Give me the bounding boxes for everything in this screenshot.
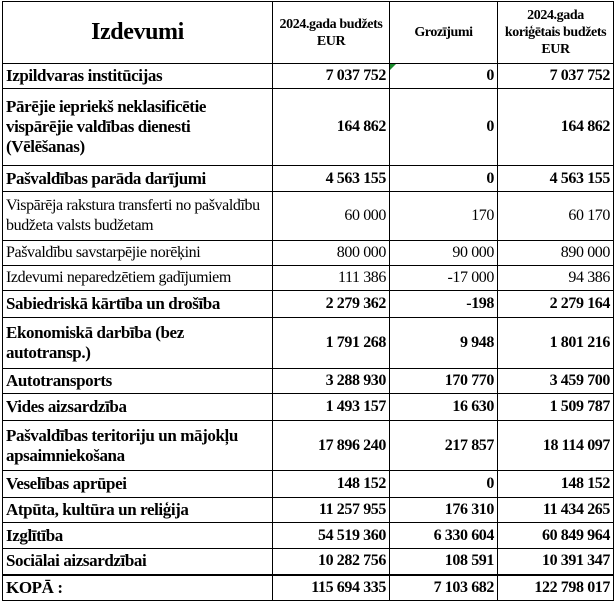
budget-cell[interactable]: 4 563 155 xyxy=(272,165,390,192)
corrected-budget-cell[interactable]: 2 279 164 xyxy=(497,290,614,318)
budget-cell[interactable]: 1 791 268 xyxy=(272,317,390,369)
table-row: Sociālai aizsardzībai 10 282 756 108 591 10… xyxy=(2,548,614,575)
row-label[interactable]: Pašvaldības parāda darījumi xyxy=(2,165,273,192)
table-row: Sabiedriskā kārtība un drošība 2 279 362-… xyxy=(2,290,614,318)
budget-cell[interactable]: 11 257 955 xyxy=(272,497,390,523)
row-label[interactable]: Pārējie iepriekš neklasificētie vispārēj… xyxy=(2,88,273,166)
budget-cell[interactable]: 115 694 335 xyxy=(272,573,390,601)
corrected-budget-cell[interactable]: 890 000 xyxy=(497,240,614,266)
corrected-budget-cell[interactable]: 4 563 155 xyxy=(497,165,614,192)
corrected-budget-cell[interactable]: 60 170 xyxy=(497,191,614,241)
row-label[interactable]: Atpūta, kultūra un reliģija xyxy=(2,497,273,523)
header-budget: 2024.gada budžets EUR xyxy=(272,1,390,64)
change-cell[interactable]: 217 857 xyxy=(389,420,498,471)
budget-cell[interactable]: 800 000 xyxy=(272,240,390,266)
budget-cell[interactable]: 7 037 752 xyxy=(272,63,390,89)
table-row: Ekonomiskā darbība (bez autotransp.) 1 79… xyxy=(2,317,614,369)
change-cell[interactable]: 0 xyxy=(389,165,498,192)
header-izdevumi: Izdevumi xyxy=(2,1,273,64)
error-indicator-icon xyxy=(390,64,396,70)
change-cell[interactable]: 170 770 xyxy=(389,368,498,394)
table-row: Atpūta, kultūra un reliģija 11 257 955 176… xyxy=(2,497,614,523)
row-label[interactable]: Pašvaldības teritoriju un mājokļu apsaim… xyxy=(2,420,273,471)
row-label[interactable]: Vides aizsardzība xyxy=(2,393,273,421)
row-label[interactable]: Veselības aprūpei xyxy=(2,470,273,498)
corrected-budget-cell[interactable]: 94 386 xyxy=(497,265,614,291)
table-row: Vispārēja rakstura transferti no pašvald… xyxy=(2,191,614,241)
budget-cell[interactable]: 54 519 360 xyxy=(272,522,390,549)
table-row: Veselības aprūpei 148 152 0 148 152 xyxy=(2,470,614,498)
budget-cell[interactable]: 111 386 xyxy=(272,265,390,291)
corrected-budget-cell[interactable]: 7 037 752 xyxy=(497,63,614,89)
table-row: Izglītība 54 519 360 6 330 604 60 849 964 xyxy=(2,522,614,549)
corrected-budget-cell[interactable]: 3 459 700 xyxy=(497,368,614,394)
budget-cell[interactable]: 148 152 xyxy=(272,470,390,498)
total-row: KOPĀ :115 694 335 7 103 682 122 798 017 xyxy=(2,573,614,601)
change-cell[interactable]: -198 xyxy=(389,290,498,318)
corrected-budget-cell[interactable]: 148 152 xyxy=(497,470,614,498)
corrected-budget-cell[interactable]: 1 509 787 xyxy=(497,393,614,421)
budget-cell[interactable]: 17 896 240 xyxy=(272,420,390,471)
row-label[interactable]: Izpildvaras institūcijas xyxy=(2,63,273,89)
change-cell[interactable]: 0 xyxy=(389,470,498,498)
change-cell[interactable]: 16 630 xyxy=(389,393,498,421)
row-label[interactable]: Izglītība xyxy=(2,522,273,549)
budget-cell[interactable]: 10 282 756 xyxy=(272,548,390,575)
table-row: Pašvaldības parāda darījumi 4 563 155 0 4 5… xyxy=(2,165,614,192)
budget-cell[interactable]: 164 862 xyxy=(272,88,390,166)
row-label[interactable]: Ekonomiskā darbība (bez autotransp.) xyxy=(2,317,273,369)
row-label[interactable]: Autotransports xyxy=(2,368,273,394)
header-changes: Grozījumi xyxy=(389,1,498,64)
row-label[interactable]: KOPĀ : xyxy=(2,573,273,601)
table-row: Izdevumi neparedzētiem gadījumiem 111 386… xyxy=(2,265,614,291)
change-cell[interactable]: 7 103 682 xyxy=(389,573,498,601)
table-row: Pārējie iepriekš neklasificētie vispārēj… xyxy=(2,88,614,166)
corrected-budget-cell[interactable]: 60 849 964 xyxy=(497,522,614,549)
row-label[interactable]: Izdevumi neparedzētiem gadījumiem xyxy=(2,265,273,291)
table-row: Autotransports 3 288 930 170 770 3 459 700 xyxy=(2,368,614,394)
row-label[interactable]: Sociālai aizsardzībai xyxy=(2,548,273,575)
table-row: Pašvaldību savstarpējie norēķini 800 000 9… xyxy=(2,240,614,266)
budget-cell[interactable]: 60 000 xyxy=(272,191,390,241)
table-row: Pašvaldības teritoriju un mājokļu apsaim… xyxy=(2,420,614,471)
budget-cell[interactable]: 3 288 930 xyxy=(272,368,390,394)
change-cell[interactable]: 0 xyxy=(389,88,498,166)
change-cell[interactable]: 9 948 xyxy=(389,317,498,369)
row-label[interactable]: Pašvaldību savstarpējie norēķini xyxy=(2,240,273,266)
corrected-budget-cell[interactable]: 122 798 017 xyxy=(497,573,614,601)
corrected-budget-cell[interactable]: 11 434 265 xyxy=(497,497,614,523)
change-cell[interactable]: -17 000 xyxy=(389,265,498,291)
budget-cell[interactable]: 2 279 362 xyxy=(272,290,390,318)
change-cell[interactable]: 108 591 xyxy=(389,548,498,575)
row-label[interactable]: Vispārēja rakstura transferti no pašvald… xyxy=(2,191,273,241)
change-cell[interactable]: 0 xyxy=(389,63,498,89)
change-cell[interactable]: 170 xyxy=(389,191,498,241)
corrected-budget-cell[interactable]: 164 862 xyxy=(497,88,614,166)
change-cell[interactable]: 90 000 xyxy=(389,240,498,266)
corrected-budget-cell[interactable]: 1 801 216 xyxy=(497,317,614,369)
table-row: Vides aizsardzība 1 493 157 16 630 1 509 78… xyxy=(2,393,614,421)
change-cell[interactable]: 176 310 xyxy=(389,497,498,523)
table-row: Izpildvaras institūcijas 7 037 752 0 7 037 … xyxy=(2,63,614,89)
corrected-budget-cell[interactable]: 10 391 347 xyxy=(497,548,614,575)
corrected-budget-cell[interactable]: 18 114 097 xyxy=(497,420,614,471)
budget-cell[interactable]: 1 493 157 xyxy=(272,393,390,421)
change-cell[interactable]: 6 330 604 xyxy=(389,522,498,549)
header-corrected-budget: 2024.gada koriģētais budžets EUR xyxy=(497,1,614,64)
row-label[interactable]: Sabiedriskā kārtība un drošība xyxy=(2,290,273,318)
